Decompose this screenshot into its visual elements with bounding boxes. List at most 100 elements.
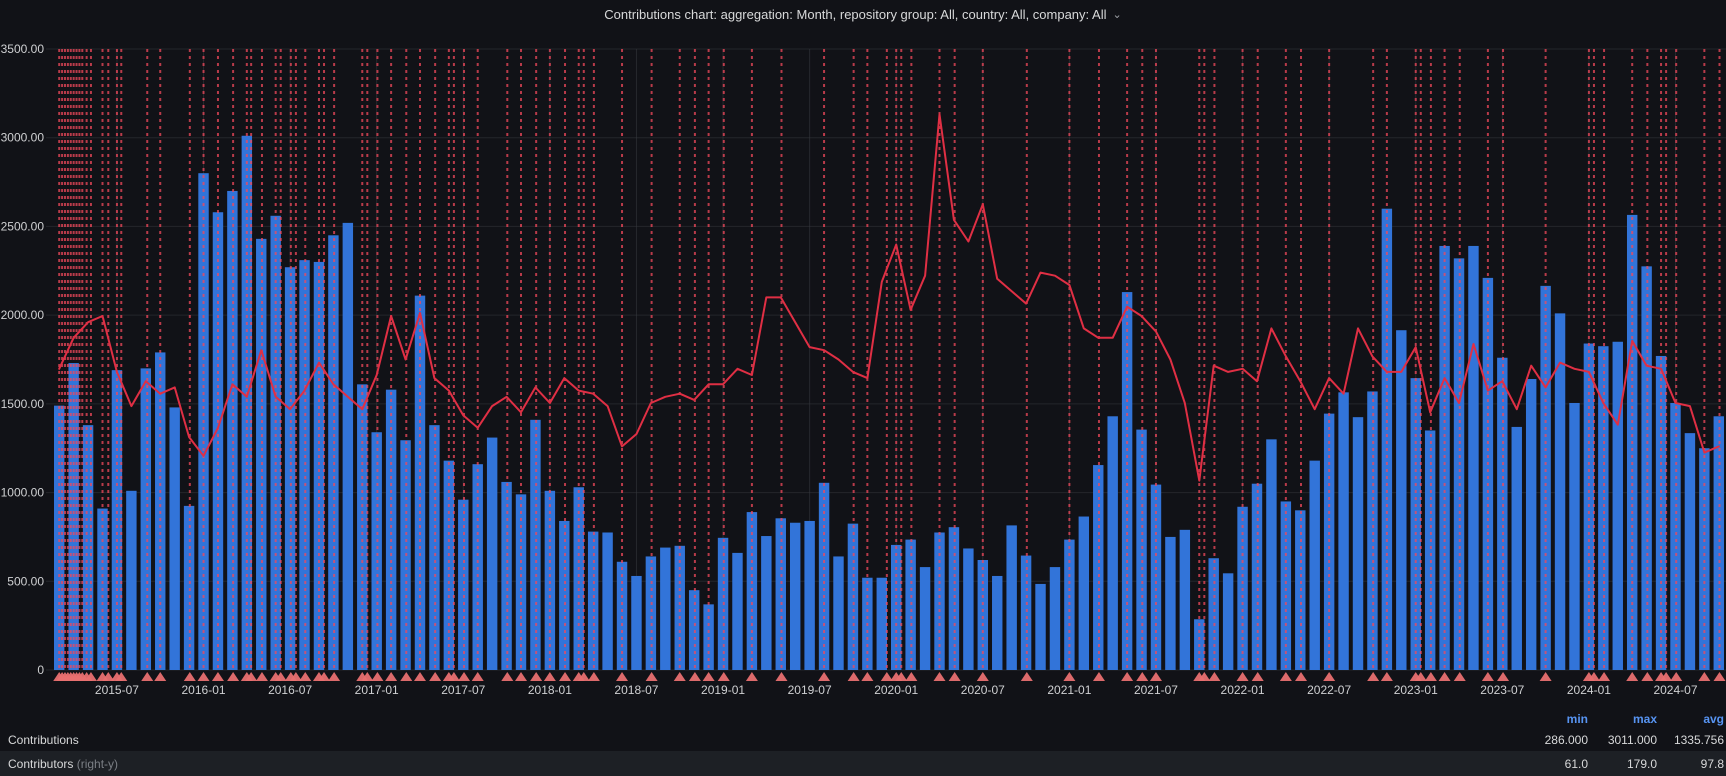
contributions-bar[interactable] bbox=[992, 575, 1003, 670]
annotation-marker-icon[interactable] bbox=[211, 672, 224, 681]
contributions-bar[interactable] bbox=[414, 295, 426, 670]
annotation-marker-icon[interactable] bbox=[400, 672, 413, 681]
annotation-marker-icon[interactable] bbox=[1121, 672, 1134, 681]
annotation-marker-icon[interactable] bbox=[847, 672, 860, 681]
annotation-marker-icon[interactable] bbox=[616, 672, 629, 681]
annotation-marker-icon[interactable] bbox=[1641, 672, 1654, 681]
contributions-bar[interactable] bbox=[1468, 245, 1479, 670]
annotation-marker-icon[interactable] bbox=[745, 672, 758, 681]
annotation-marker-icon[interactable] bbox=[197, 672, 210, 681]
legend-label-contributors[interactable]: Contributors (right-y) bbox=[8, 756, 119, 771]
contributions-bar[interactable] bbox=[313, 261, 325, 670]
contributions-bar[interactable] bbox=[385, 389, 397, 670]
annotation-marker-icon[interactable] bbox=[447, 672, 460, 681]
contributions-bar[interactable] bbox=[82, 425, 94, 670]
contributions-bar[interactable] bbox=[587, 531, 599, 670]
contributions-bar[interactable] bbox=[140, 368, 152, 670]
annotation-marker-icon[interactable] bbox=[1323, 672, 1336, 681]
annotation-marker-icon[interactable] bbox=[1660, 672, 1673, 681]
annotation-marker-icon[interactable] bbox=[905, 672, 918, 681]
contributions-bar[interactable] bbox=[1569, 402, 1580, 670]
contributions-bar[interactable] bbox=[1179, 529, 1191, 670]
annotation-marker-icon[interactable] bbox=[429, 672, 442, 681]
contributions-bar[interactable] bbox=[284, 267, 296, 670]
annotation-marker-icon[interactable] bbox=[84, 672, 97, 681]
annotation-marker-icon[interactable] bbox=[1598, 672, 1611, 681]
annotation-marker-icon[interactable] bbox=[154, 672, 167, 681]
annotation-marker-icon[interactable] bbox=[818, 672, 831, 681]
contributions-bar[interactable] bbox=[833, 556, 844, 670]
contributions-bar[interactable] bbox=[919, 567, 931, 670]
contributors-line[interactable] bbox=[58, 113, 1720, 482]
annotation-marker-icon[interactable] bbox=[361, 672, 374, 681]
contributions-bar[interactable] bbox=[1208, 558, 1219, 670]
contributions-bar[interactable] bbox=[1598, 346, 1609, 670]
contributions-bar[interactable] bbox=[1078, 516, 1090, 670]
annotation-marker-icon[interactable] bbox=[1626, 672, 1639, 681]
contributions-bar[interactable] bbox=[804, 520, 815, 670]
contributions-bar[interactable] bbox=[876, 577, 887, 670]
annotation-marker-icon[interactable] bbox=[1587, 672, 1600, 681]
contributions-bar[interactable] bbox=[299, 260, 310, 670]
contributions-bar[interactable] bbox=[934, 532, 945, 670]
contributions-bar[interactable] bbox=[631, 575, 642, 670]
contributions-bar[interactable] bbox=[126, 490, 137, 670]
annotation-marker-icon[interactable] bbox=[702, 672, 715, 681]
contributions-bar[interactable] bbox=[443, 460, 455, 670]
annotation-marker-icon[interactable] bbox=[1149, 672, 1162, 681]
contributions-bar[interactable] bbox=[1381, 208, 1393, 670]
contributions-bar[interactable] bbox=[963, 548, 974, 670]
contributions-bar[interactable] bbox=[458, 499, 469, 670]
annotation-marker-icon[interactable] bbox=[245, 672, 258, 681]
annotation-marker-icon[interactable] bbox=[688, 672, 701, 681]
annotation-marker-icon[interactable] bbox=[895, 672, 908, 681]
annotation-marker-icon[interactable] bbox=[1670, 672, 1683, 681]
annotation-marker-icon[interactable] bbox=[1251, 672, 1264, 681]
contributions-bar[interactable] bbox=[1525, 379, 1537, 670]
annotation-marker-icon[interactable] bbox=[861, 672, 874, 681]
contributions-bar[interactable] bbox=[1699, 448, 1710, 670]
contributions-bar[interactable] bbox=[948, 527, 960, 670]
contributions-bar[interactable] bbox=[746, 512, 758, 670]
contributions-bar[interactable] bbox=[1049, 567, 1061, 670]
annotation-marker-icon[interactable] bbox=[673, 672, 686, 681]
annotation-marker-icon[interactable] bbox=[227, 672, 240, 681]
annotation-marker-icon[interactable] bbox=[289, 672, 302, 681]
annotation-marker-icon[interactable] bbox=[1092, 672, 1105, 681]
annotation-marker-icon[interactable] bbox=[1713, 672, 1726, 681]
annotation-marker-icon[interactable] bbox=[775, 672, 788, 681]
annotation-marker-icon[interactable] bbox=[1539, 672, 1552, 681]
annotation-marker-icon[interactable] bbox=[543, 672, 556, 681]
contributions-bar[interactable] bbox=[183, 505, 195, 670]
contributions-bar[interactable] bbox=[1713, 416, 1724, 670]
contributions-bar[interactable] bbox=[342, 222, 354, 670]
annotation-marker-icon[interactable] bbox=[413, 672, 426, 681]
contributions-bar[interactable] bbox=[977, 559, 989, 670]
annotation-marker-icon[interactable] bbox=[318, 672, 331, 681]
contributions-bar[interactable] bbox=[789, 522, 801, 670]
annotation-marker-icon[interactable] bbox=[976, 672, 989, 681]
contributions-bar[interactable] bbox=[761, 536, 772, 670]
contributions-bar[interactable] bbox=[544, 490, 556, 670]
annotation-marker-icon[interactable] bbox=[1414, 672, 1427, 681]
contributions-bar[interactable] bbox=[530, 419, 541, 670]
annotation-marker-icon[interactable] bbox=[717, 672, 730, 681]
contributions-bar[interactable] bbox=[1222, 573, 1234, 670]
contributions-bar[interactable] bbox=[227, 190, 238, 670]
contributions-bar[interactable] bbox=[660, 547, 671, 670]
annotation-marker-icon[interactable] bbox=[1136, 672, 1149, 681]
annotation-marker-icon[interactable] bbox=[141, 672, 154, 681]
contributions-bar[interactable] bbox=[1554, 313, 1566, 670]
annotation-marker-icon[interactable] bbox=[501, 672, 514, 681]
annotation-marker-icon[interactable] bbox=[1380, 672, 1393, 681]
annotation-marker-icon[interactable] bbox=[530, 672, 543, 681]
contributions-bar[interactable] bbox=[54, 405, 65, 670]
annotation-marker-icon[interactable] bbox=[1481, 672, 1494, 681]
contributions-bar[interactable] bbox=[1121, 292, 1133, 670]
contributions-bar[interactable] bbox=[371, 432, 382, 670]
contributions-bar[interactable] bbox=[1352, 417, 1364, 670]
contributions-bar[interactable] bbox=[1482, 277, 1494, 670]
contributions-bar[interactable] bbox=[241, 135, 253, 670]
annotation-marker-icon[interactable] bbox=[1497, 672, 1510, 681]
contributions-bar[interactable] bbox=[1410, 378, 1421, 670]
